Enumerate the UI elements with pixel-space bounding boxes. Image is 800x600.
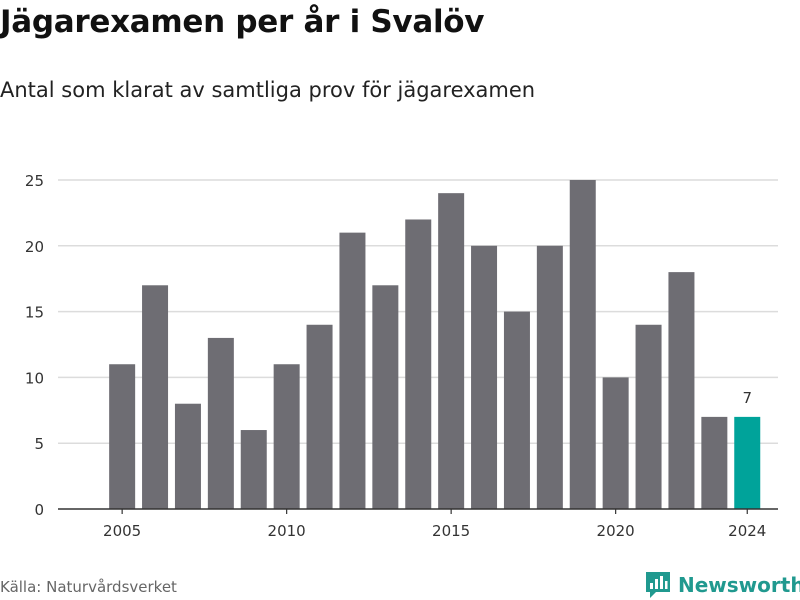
brand-name: Newsworthy: [678, 573, 800, 597]
bar: [306, 324, 333, 509]
x-tick-label: 2024: [728, 522, 766, 540]
y-tick-label: 25: [25, 172, 44, 190]
bar: [734, 416, 761, 509]
bar: [536, 245, 563, 510]
bar: [405, 219, 432, 510]
bar: [503, 311, 530, 509]
chart-title: Jägarexamen per år i Svalöv: [0, 4, 485, 40]
labels: 0 5 10 15 20 25 2005 2010 2015 2020 2024 7: [25, 172, 766, 540]
bar: [602, 377, 629, 509]
bar: [471, 245, 498, 510]
brand-logo[interactable]: Newsworthy: [644, 570, 800, 600]
bar: [668, 272, 695, 509]
x-tick-label: 2015: [432, 522, 470, 540]
data-label: 7: [742, 389, 752, 407]
source-note: Källa: Naturvårdsverket: [0, 578, 177, 596]
x-tick-label: 2020: [597, 522, 635, 540]
bars: [109, 180, 761, 510]
bar: [273, 364, 300, 509]
bar: [372, 285, 399, 509]
y-tick-label: 10: [25, 369, 44, 387]
y-tick-label: 15: [25, 304, 44, 322]
bar: [635, 324, 662, 509]
bar: [142, 285, 169, 509]
chart-subtitle: Antal som klarat av samtliga prov för jä…: [0, 78, 536, 102]
bar: [569, 180, 596, 509]
bar: [109, 364, 136, 509]
bar: [240, 430, 267, 509]
bar: [701, 416, 728, 509]
y-tick-label: 20: [25, 238, 44, 256]
bar: [339, 232, 366, 509]
x-tick-label: 2010: [268, 522, 306, 540]
x-tick-label: 2005: [103, 522, 141, 540]
bar: [174, 403, 201, 509]
y-tick-label: 0: [34, 501, 44, 519]
bar-chart-logo-icon: [646, 572, 670, 598]
bar: [207, 337, 234, 509]
bar: [438, 193, 465, 509]
y-tick-label: 5: [34, 435, 44, 453]
axes: [58, 508, 778, 514]
